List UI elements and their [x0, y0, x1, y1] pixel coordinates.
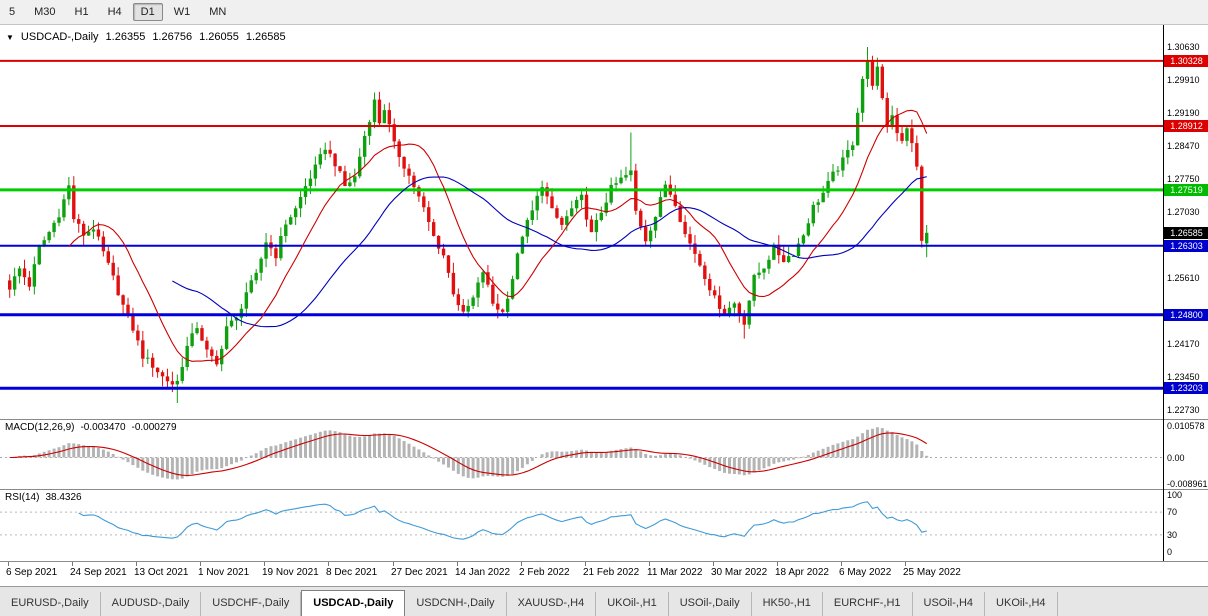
macd-name: MACD(12,26,9) [5, 422, 75, 433]
candlestick-chart[interactable] [0, 25, 1163, 420]
price-level-badge: 1.30328 [1164, 55, 1208, 67]
chart-open-value: 1.26355 [105, 31, 146, 43]
time-axis-tick [713, 562, 714, 566]
price-axis-tick: 1.29910 [1167, 75, 1200, 85]
time-axis-label: 18 Apr 2022 [775, 567, 829, 578]
chart-high-value: 1.26756 [152, 31, 193, 43]
price-level-badge: 1.24800 [1164, 309, 1208, 321]
price-axis-tick: 1.23450 [1167, 372, 1200, 382]
chart-tab-usoil-daily[interactable]: USOil-,Daily [668, 592, 752, 616]
macd-signal-value: -0.000279 [131, 422, 177, 433]
timeframe-toolbar: 5 M30 H1 H4 D1 W1 MN [0, 0, 1208, 25]
chart-close-value: 1.26585 [245, 31, 286, 43]
rsi-value: 38.4326 [45, 492, 82, 503]
timeframe-button-h4[interactable]: H4 [107, 6, 122, 18]
time-axis-label: 21 Feb 2022 [583, 567, 640, 578]
time-axis-tick [136, 562, 137, 566]
pane-splitter[interactable] [0, 489, 1163, 490]
timeframe-button-mn[interactable]: MN [209, 6, 227, 18]
chart-tab-bar: EURUSD-,Daily AUDUSD-,Daily USDCHF-,Daily U… [0, 586, 1208, 616]
chart-tab-hk50-h1[interactable]: HK50-,H1 [751, 592, 823, 616]
time-axis-tick [841, 562, 842, 566]
time-axis-tick [200, 562, 201, 566]
macd-panel[interactable] [0, 420, 1163, 489]
time-axis-label: 8 Dec 2021 [326, 567, 378, 578]
price-level-badge: 1.26303 [1164, 240, 1208, 252]
time-axis-tick [264, 562, 265, 566]
rsi-name: RSI(14) [5, 492, 40, 503]
price-axis-tick: 1.30630 [1167, 42, 1200, 52]
rsi-indicator-label: RSI(14) 38.4326 [5, 492, 82, 503]
time-axis-label: 25 May 2022 [903, 567, 961, 578]
price-axis-tick: 1.25610 [1167, 273, 1200, 283]
time-axis-tick [905, 562, 906, 566]
chart-symbol-label: USDCAD-,Daily [20, 31, 99, 43]
time-axis-label: 19 Nov 2021 [262, 567, 319, 578]
chart-tab-usdchf-daily[interactable]: USDCHF-,Daily [201, 592, 302, 616]
macd-indicator-label: MACD(12,26,9) -0.003470 -0.000279 [5, 422, 177, 433]
price-axis-tick: 1.27030 [1167, 207, 1200, 217]
time-axis-label: 2 Feb 2022 [519, 567, 570, 578]
chart-low-value: 1.26055 [199, 31, 239, 43]
price-level-badge: 1.27519 [1164, 184, 1208, 196]
time-axis-tick [8, 562, 9, 566]
timeframe-button-d1[interactable]: D1 [132, 3, 163, 21]
timeframe-button-m30[interactable]: M30 [34, 6, 56, 18]
timeframe-button-5[interactable]: 5 [9, 6, 16, 18]
rsi-axis-tick: 100 [1167, 490, 1183, 500]
chart-tab-usdcad-daily[interactable]: USDCAD-,Daily [301, 590, 406, 616]
macd-value: -0.003470 [80, 422, 126, 433]
chart-tab-xauusd-h4[interactable]: XAUUSD-,H4 [506, 592, 597, 616]
time-axis-label: 11 Mar 2022 [647, 567, 703, 578]
chart-tab-audusd-daily[interactable]: AUDUSD-,Daily [100, 592, 202, 616]
time-axis-tick [777, 562, 778, 566]
time-axis[interactable]: 6 Sep 2021 24 Sep 2021 13 Oct 2021 1 Nov 20… [0, 561, 1208, 586]
time-axis-label: 1 Nov 2021 [198, 567, 250, 578]
price-level-badge: 1.28912 [1164, 120, 1208, 132]
chart-tab-usdcnh-daily[interactable]: USDCNH-,Daily [405, 592, 507, 616]
time-axis-label: 14 Jan 2022 [455, 567, 511, 578]
time-axis-label: 24 Sep 2021 [70, 567, 127, 578]
axis-separator [1164, 419, 1208, 420]
time-axis-tick [328, 562, 329, 566]
pane-splitter[interactable] [0, 419, 1163, 420]
macd-axis-tick: 0.00 [1167, 453, 1185, 463]
time-axis-tick [457, 562, 458, 566]
rsi-axis-tick: 30 [1167, 530, 1178, 540]
time-axis-tick [585, 562, 586, 566]
chart-menu-icon[interactable]: ▼ [6, 32, 14, 42]
price-axis[interactable]: 1.30630 1.29910 1.29190 1.28470 1.27750 1.270… [1163, 25, 1208, 561]
time-axis-label: 30 Mar 2022 [711, 567, 768, 578]
rsi-axis-tick: 0 [1167, 547, 1173, 557]
price-axis-tick: 1.27750 [1167, 174, 1200, 184]
time-axis-tick [72, 562, 73, 566]
time-axis-label: 27 Dec 2021 [391, 567, 448, 578]
chart-tab-ukoil-h1[interactable]: UKOil-,H1 [596, 592, 669, 616]
chart-header: ▼ USDCAD-,Daily 1.26355 1.26756 1.26055 … [6, 31, 286, 43]
timeframe-button-h1[interactable]: H1 [74, 6, 89, 18]
price-level-badge: 1.26585 [1164, 227, 1208, 239]
chart-tab-eurusd-daily[interactable]: EURUSD-,Daily [0, 592, 101, 616]
time-axis-tick [649, 562, 650, 566]
chart-tab-usoil-h4[interactable]: USOil-,H4 [912, 592, 986, 616]
macd-axis-tick: 0.010578 [1167, 421, 1205, 431]
time-axis-label: 6 May 2022 [839, 567, 892, 578]
axis-separator [1164, 489, 1208, 490]
price-level-badge: 1.23203 [1164, 382, 1208, 394]
rsi-axis-tick: 70 [1167, 507, 1178, 517]
chart-tab-ukoil-h4[interactable]: UKOil-,H4 [985, 592, 1058, 616]
timeframe-button-w1[interactable]: W1 [173, 6, 191, 18]
macd-axis-tick: -0.008961 [1167, 479, 1208, 489]
price-axis-tick: 1.24170 [1167, 339, 1200, 349]
price-axis-tick: 1.22730 [1167, 405, 1200, 415]
time-axis-label: 6 Sep 2021 [6, 567, 58, 578]
chart-tab-eurchf-h1[interactable]: EURCHF-,H1 [822, 592, 913, 616]
time-axis-label: 13 Oct 2021 [134, 567, 189, 578]
time-axis-tick [521, 562, 522, 566]
price-axis-tick: 1.29190 [1167, 108, 1200, 118]
rsi-panel[interactable] [0, 490, 1163, 561]
time-axis-tick [393, 562, 394, 566]
price-axis-tick: 1.28470 [1167, 141, 1200, 151]
